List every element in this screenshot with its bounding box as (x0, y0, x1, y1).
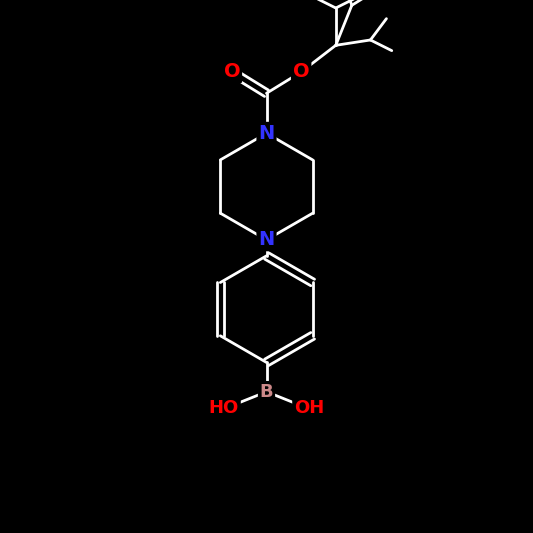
Text: HO: HO (209, 399, 239, 417)
Text: N: N (259, 124, 274, 143)
Text: OH: OH (294, 399, 324, 417)
Text: N: N (259, 230, 274, 249)
Text: O: O (223, 62, 240, 82)
Text: B: B (260, 383, 273, 401)
Text: O: O (293, 62, 310, 82)
